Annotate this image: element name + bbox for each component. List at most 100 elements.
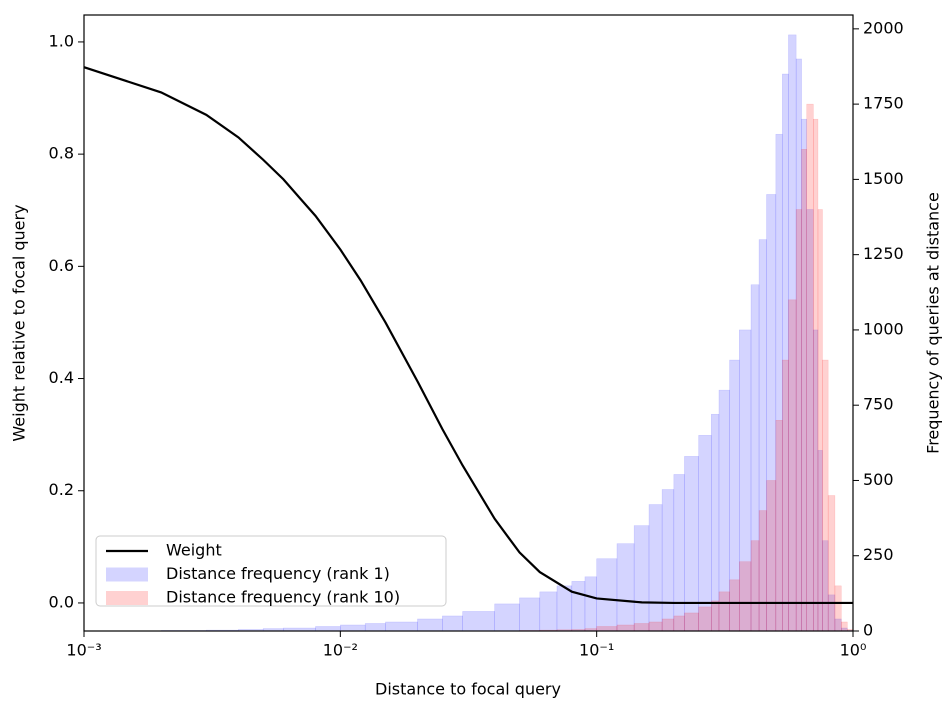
histogram-bar	[788, 299, 797, 631]
histogram-bar	[822, 540, 829, 631]
y2-tick-label: 1000	[863, 319, 904, 338]
legend-label: Distance frequency (rank 1)	[166, 564, 390, 583]
histogram-bar	[782, 73, 789, 631]
histogram-bar	[750, 284, 760, 631]
histogram-bar	[494, 603, 520, 631]
histogram-bar	[519, 597, 541, 631]
histogram-bar	[684, 612, 699, 631]
histogram-bar	[596, 558, 618, 631]
x-tick-label: 10⁻¹	[579, 641, 614, 660]
y2-axis-label: Frequency of queries at distance	[924, 192, 943, 454]
histogram-bar	[633, 525, 650, 631]
histogram-bar	[648, 621, 663, 631]
histogram-bar	[340, 624, 366, 631]
histogram-bar	[817, 209, 823, 631]
histogram-bar	[673, 474, 685, 631]
histogram-bar	[711, 413, 720, 631]
histogram-bar	[827, 495, 836, 631]
histogram-bar	[442, 615, 463, 631]
histogram-bar	[596, 626, 618, 631]
y2-tick-label: 750	[863, 395, 894, 414]
histogram-bar	[684, 456, 699, 631]
histogram-bar	[283, 627, 316, 631]
histogram-bar	[648, 504, 663, 631]
legend-patch	[106, 567, 148, 582]
legend-patch	[106, 591, 148, 605]
histogram-bar	[841, 621, 848, 631]
y2-tick-label: 500	[863, 470, 894, 489]
plot-area	[84, 34, 853, 631]
y2-tick-label: 1750	[863, 94, 904, 113]
y2-tick-label: 1250	[863, 244, 904, 263]
histogram-bar	[417, 618, 443, 631]
histogram-bar	[633, 623, 650, 631]
histogram-bar	[806, 209, 814, 631]
histogram-bar	[739, 329, 752, 631]
histogram-bar	[698, 606, 712, 631]
histogram-bar	[584, 576, 597, 631]
histogram-bar	[462, 611, 495, 631]
histogram-bar	[571, 581, 586, 631]
histogram-bar	[661, 489, 675, 631]
y-tick-label: 0.8	[49, 144, 74, 163]
histogram-bar	[556, 585, 573, 631]
histogram-bar	[766, 194, 777, 631]
histogram-bar	[775, 419, 783, 631]
x-tick-label: 10⁰	[840, 641, 867, 660]
histogram-bar	[539, 591, 558, 631]
histogram-bar	[556, 629, 573, 631]
histogram-bar	[616, 543, 635, 631]
y-tick-label: 1.0	[49, 31, 74, 50]
histogram-bar	[827, 594, 836, 631]
histogram-bar	[834, 585, 842, 631]
histogram-bar	[822, 359, 829, 631]
histogram-bar	[758, 510, 767, 631]
histogram-bar	[711, 600, 720, 631]
y-tick-label: 0.2	[49, 480, 74, 499]
y2-tick-label: 1500	[863, 169, 904, 188]
histogram-bar	[385, 621, 418, 631]
plot-frame	[83, 14, 854, 632]
y2-tick-label: 250	[863, 545, 894, 564]
histogram-bar	[616, 624, 635, 631]
histogram-bar	[364, 623, 386, 631]
legend-label: Distance frequency (rank 10)	[166, 588, 400, 607]
histogram-bar	[718, 591, 730, 631]
histogram-bar	[841, 627, 848, 631]
histogram-bar	[813, 118, 819, 631]
histogram-bar	[698, 435, 712, 631]
histogram-bar	[801, 149, 807, 631]
y2-tick-label: 2000	[863, 18, 904, 37]
y2-tick-label: 0	[863, 621, 873, 640]
histogram-bar	[795, 209, 802, 631]
line-series	[84, 66, 853, 605]
histogram-bar	[739, 561, 752, 631]
x-tick-label: 10⁻³	[66, 641, 101, 660]
legend-box	[95, 535, 447, 607]
x-tick-label: 10⁻²	[323, 641, 358, 660]
histogram-bar	[806, 103, 814, 631]
histogram-bar	[238, 629, 264, 631]
histogram-bar	[673, 615, 685, 631]
y-axis-label: Weight relative to focal query	[10, 204, 29, 441]
histogram-bar	[782, 359, 789, 631]
histogram-bar	[758, 239, 767, 631]
histogram-series	[519, 103, 853, 631]
histogram-bar	[661, 618, 675, 631]
histogram-bar	[775, 133, 783, 631]
histogram-bar	[571, 629, 586, 631]
y-tick-label: 0.4	[49, 368, 74, 387]
x-axis-label: Distance to focal query	[375, 680, 561, 699]
histogram-bar	[315, 626, 341, 631]
y-tick-label: 0.6	[49, 256, 74, 275]
histogram-bar	[813, 329, 819, 631]
histogram-bar	[729, 359, 740, 631]
histogram-bar	[795, 58, 802, 631]
histogram-bar	[729, 579, 740, 631]
legend-label: Weight	[166, 541, 222, 560]
histogram-bar	[766, 480, 777, 631]
y-tick-label: 0.0	[49, 592, 74, 611]
line	[84, 66, 853, 605]
histogram-bar	[750, 540, 760, 631]
